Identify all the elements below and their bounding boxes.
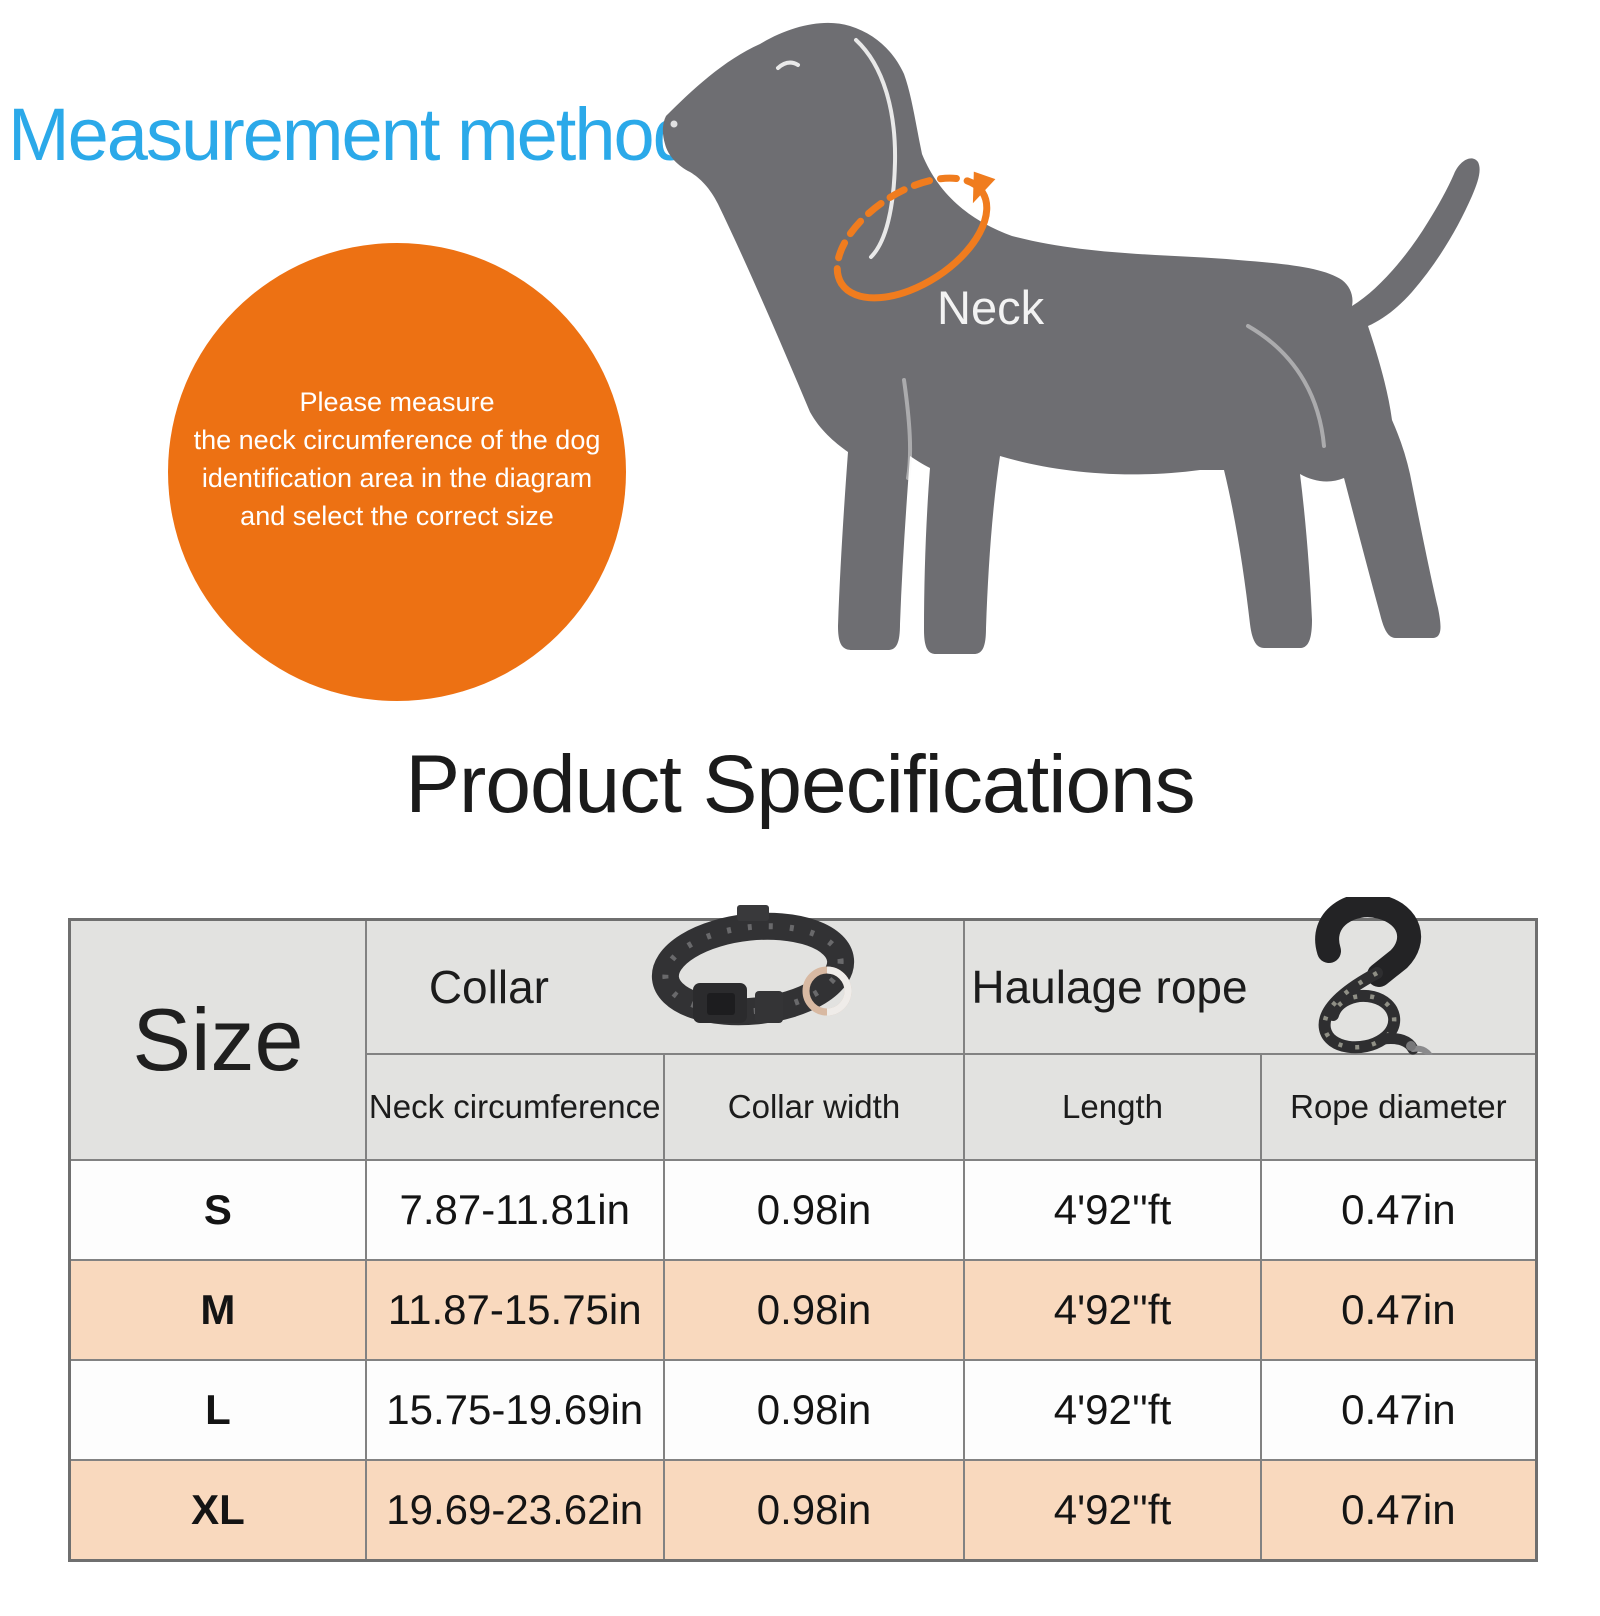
length-cell: 4'92''ft bbox=[963, 1159, 1262, 1261]
dog-nose-highlight bbox=[670, 120, 678, 128]
neck-label: Neck bbox=[937, 281, 1045, 334]
measurement-method-title: Measurement method bbox=[8, 93, 694, 176]
dog-body-shape bbox=[662, 22, 1480, 654]
column-header-row: Neck circumference Collar width Length R… bbox=[70, 1053, 1538, 1161]
collar-width-cell: 0.98in bbox=[662, 1159, 966, 1261]
spec-row-s: S 7.87-11.81in 0.98in 4'92''ft 0.47in bbox=[68, 1159, 1538, 1261]
col-header-neck-circumference: Neck circumference bbox=[364, 1053, 665, 1161]
rope-group-label: Haulage rope bbox=[971, 961, 1248, 1013]
spec-row-l: L 15.75-19.69in 0.98in 4'92''ft 0.47in bbox=[68, 1359, 1538, 1461]
group-header-row: Size Collar Haulage rope bbox=[68, 897, 1538, 1161]
dog-shoulder-line bbox=[902, 378, 913, 480]
length-cell: 4'92''ft bbox=[963, 1459, 1262, 1562]
size-cell: S bbox=[68, 1159, 367, 1261]
note-line-2: the neck circumference of the dog bbox=[193, 425, 601, 455]
spec-table-container: Size Collar Haulage rope bbox=[68, 897, 1538, 1562]
rope-diameter-cell: 0.47in bbox=[1259, 1159, 1538, 1261]
rope-diameter-cell: 0.47in bbox=[1259, 1259, 1538, 1361]
spec-row-m: M 11.87-15.75in 0.98in 4'92''ft 0.47in bbox=[68, 1259, 1538, 1361]
dog-thigh-line bbox=[1246, 324, 1326, 448]
dog-silhouette-icon: Neck bbox=[662, 22, 1480, 654]
collar-width-cell: 0.98in bbox=[662, 1259, 966, 1361]
neck-circumference-cell: 15.75-19.69in bbox=[364, 1359, 665, 1461]
note-line-1: Please measure bbox=[299, 387, 495, 417]
size-cell: XL bbox=[68, 1459, 367, 1562]
collar-icon bbox=[651, 905, 854, 1026]
spec-table: Size Collar Haulage rope bbox=[68, 897, 1538, 1562]
rope-clasp-hook bbox=[1410, 1045, 1434, 1055]
dog-eye-line bbox=[776, 60, 800, 70]
length-cell: 4'92''ft bbox=[963, 1259, 1262, 1361]
rope-handle bbox=[1315, 897, 1422, 987]
neck-measure-ellipse bbox=[833, 171, 996, 302]
collar-group-label: Collar bbox=[428, 961, 549, 1013]
collar-group-cell: Collar bbox=[364, 905, 966, 1055]
neck-ellipse-solid-arc bbox=[838, 188, 991, 302]
neck-circumference-cell: 7.87-11.81in bbox=[364, 1159, 665, 1261]
leash-rope-icon bbox=[1315, 897, 1434, 1055]
collar-buckle-notch bbox=[706, 993, 735, 1015]
col-header-rope-diameter: Rope diameter bbox=[1259, 1053, 1538, 1161]
collar-width-cell: 0.98in bbox=[662, 1359, 966, 1461]
dog-ear-line bbox=[854, 38, 898, 259]
collar-slider bbox=[754, 991, 783, 1023]
size-header-cell: Size bbox=[68, 918, 367, 1161]
size-cell: L bbox=[68, 1359, 367, 1461]
rope-group-cell: Haulage rope bbox=[963, 897, 1538, 1055]
note-line-3: identification area in the diagram bbox=[201, 463, 593, 493]
note-line-4: and select the correct size bbox=[240, 501, 554, 531]
collar-d-ring-shine bbox=[826, 966, 852, 1016]
rope-diameter-cell: 0.47in bbox=[1259, 1359, 1538, 1461]
spec-row-xl: XL 19.69-23.62in 0.98in 4'92''ft 0.47in bbox=[68, 1459, 1538, 1562]
collar-width-cell: 0.98in bbox=[662, 1459, 966, 1562]
col-header-length: Length bbox=[963, 1053, 1262, 1161]
neck-ellipse-arrowhead bbox=[972, 171, 996, 204]
measure-note-circle: Please measure the neck circumference of… bbox=[168, 243, 626, 701]
col-header-collar-width: Collar width bbox=[662, 1053, 966, 1161]
neck-circumference-cell: 19.69-23.62in bbox=[364, 1459, 665, 1562]
product-specifications-title: Product Specifications bbox=[405, 739, 1195, 830]
neck-circumference-cell: 11.87-15.75in bbox=[364, 1259, 665, 1361]
rope-clasp-ring bbox=[1406, 1041, 1417, 1051]
length-cell: 4'92''ft bbox=[963, 1359, 1262, 1461]
collar-top-tab bbox=[736, 905, 769, 921]
size-cell: M bbox=[68, 1259, 367, 1361]
rope-diameter-cell: 0.47in bbox=[1259, 1459, 1538, 1562]
dog-detail-lines bbox=[776, 38, 1326, 480]
